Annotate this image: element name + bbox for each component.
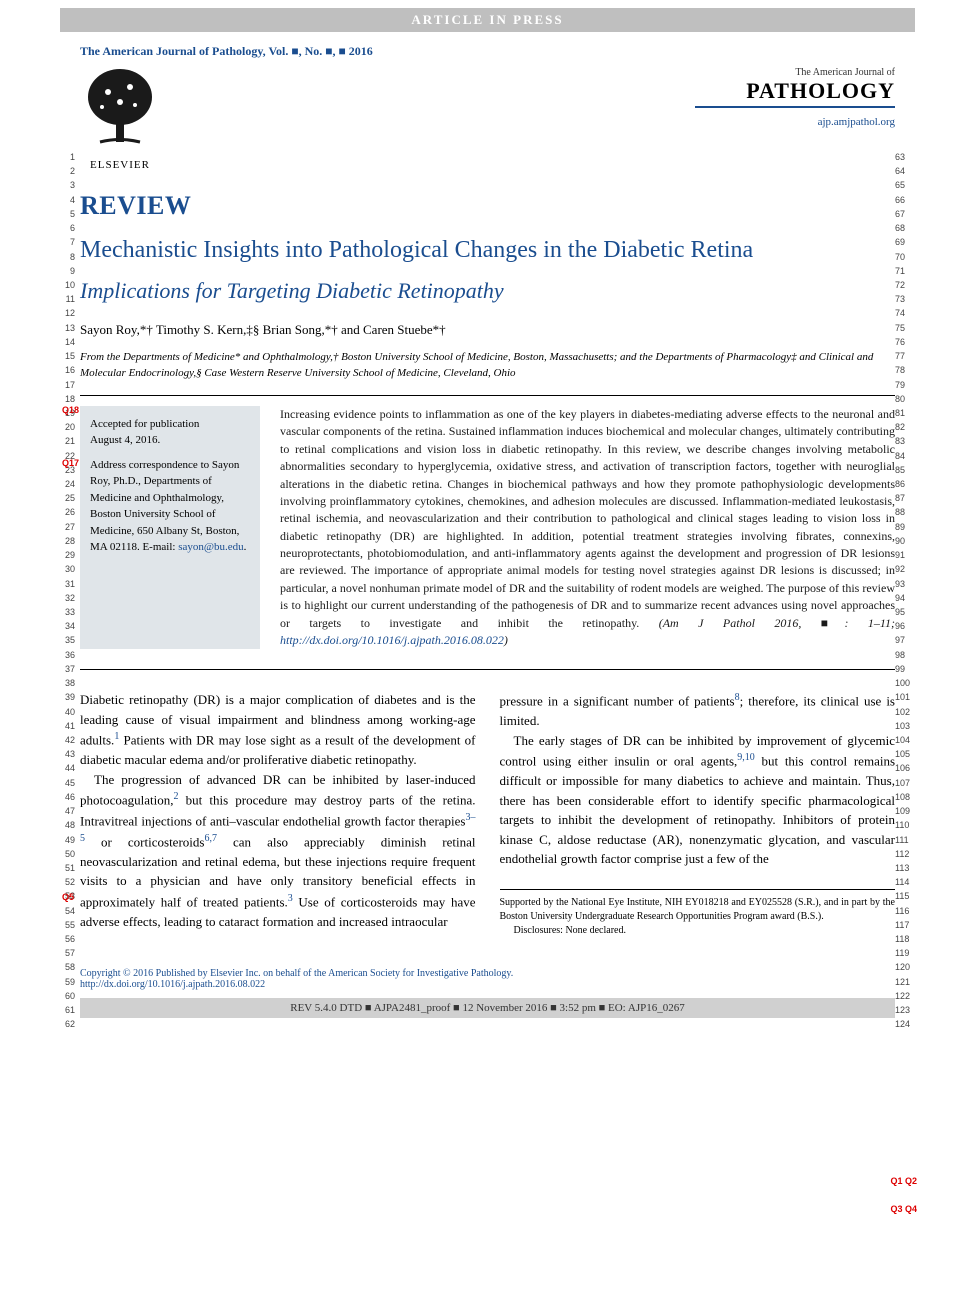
correspondence-text: Address correspondence to Sayon Roy, Ph.…: [90, 459, 239, 554]
divider: [80, 669, 895, 670]
elsevier-block: ELSEVIER: [80, 67, 160, 171]
journal-title-box: The American Journal of PATHOLOGY ajp.am…: [695, 67, 895, 130]
funding-box: Supported by the National Eye Institute,…: [500, 889, 896, 938]
abstract-citation: (Am J Pathol 2016, ■: 1–11;: [659, 616, 895, 630]
query-marker-q3q4: Q3 Q4: [890, 1204, 917, 1214]
disclosures-text: Disclosures: None declared.: [500, 924, 896, 938]
accepted-label: Accepted for publication: [90, 416, 250, 433]
top-section: ELSEVIER The American Journal of PATHOLO…: [80, 67, 895, 171]
query-marker-q5: Q5: [62, 892, 74, 902]
correspondence: Address correspondence to Sayon Roy, Ph.…: [90, 457, 250, 556]
abstract-text: Increasing evidence points to inflammati…: [280, 406, 895, 649]
body-para: The progression of advanced DR can be in…: [80, 770, 476, 931]
period: .: [244, 541, 247, 553]
footer-rev-bar: REV 5.4.0 DTD ■ AJPA2481_proof ■ 12 Nove…: [80, 998, 895, 1018]
query-marker-q1q2: Q1 Q2: [890, 1176, 917, 1186]
review-label: REVIEW: [80, 191, 895, 221]
footer: Copyright © 2016 Published by Elsevier I…: [80, 968, 895, 1018]
divider: [80, 395, 895, 396]
body-columns: Diabetic retinopathy (DR) is a major com…: [80, 690, 895, 937]
abstract-body: Increasing evidence points to inflammati…: [280, 407, 895, 630]
line-numbers-right: 6364656667686970717273747576777879808182…: [895, 150, 915, 1032]
query-marker-q18: Q18: [62, 405, 79, 415]
body-para: pressure in a significant number of pati…: [500, 690, 896, 730]
copyright-text: Copyright © 2016 Published by Elsevier I…: [80, 968, 513, 979]
body-text: pressure in a significant number of pati…: [500, 694, 735, 709]
journal-pretitle: The American Journal of: [695, 67, 895, 78]
journal-citation: The American Journal of Pathology, Vol. …: [80, 44, 975, 59]
funding-text: Supported by the National Eye Institute,…: [500, 896, 896, 924]
body-text: Patients with DR may lose sight as a res…: [80, 733, 476, 768]
acceptance-box: Accepted for publication August 4, 2016.…: [80, 406, 260, 649]
ref-link[interactable]: 6,7: [204, 833, 217, 844]
correspondence-email-link[interactable]: sayon@bu.edu: [178, 541, 243, 553]
query-marker-q17: Q17: [62, 458, 79, 468]
elsevier-tree-logo: [80, 67, 160, 157]
affiliations: From the Departments of Medicine* and Op…: [80, 350, 895, 381]
article-in-press-bar: ARTICLE IN PRESS: [60, 8, 915, 32]
body-para: The early stages of DR can be inhibited …: [500, 731, 896, 869]
body-col-left: Diabetic retinopathy (DR) is a major com…: [80, 690, 476, 937]
article-title: Mechanistic Insights into Pathological C…: [80, 235, 895, 266]
elsevier-tree-icon: [80, 67, 160, 157]
footer-copyright: Copyright © 2016 Published by Elsevier I…: [80, 968, 895, 990]
body-col-right: pressure in a significant number of pati…: [500, 690, 896, 937]
ref-link[interactable]: 9,10: [737, 752, 755, 763]
elsevier-label: ELSEVIER: [80, 159, 160, 171]
journal-title: PATHOLOGY: [695, 78, 895, 108]
body-text: but this control remains difficult or im…: [500, 754, 896, 867]
footer-doi-link[interactable]: http://dx.doi.org/10.1016/j.ajpath.2016.…: [80, 979, 265, 990]
authors: Sayon Roy,*† Timothy S. Kern,‡§ Brian So…: [80, 322, 895, 338]
abstract-doi-link[interactable]: http://dx.doi.org/10.1016/j.ajpath.2016.…: [280, 633, 504, 647]
abstract-row: Accepted for publication August 4, 2016.…: [80, 406, 895, 649]
abstract-close: ): [504, 633, 508, 647]
content-area: REVIEW Mechanistic Insights into Patholo…: [80, 191, 895, 938]
body-para: Diabetic retinopathy (DR) is a major com…: [80, 690, 476, 769]
body-text: or corticosteroids: [85, 834, 204, 849]
journal-url-link[interactable]: ajp.amjpathol.org: [818, 116, 895, 128]
article-subtitle: Implications for Targeting Diabetic Reti…: [80, 278, 895, 304]
accepted-date: August 4, 2016.: [90, 432, 250, 449]
